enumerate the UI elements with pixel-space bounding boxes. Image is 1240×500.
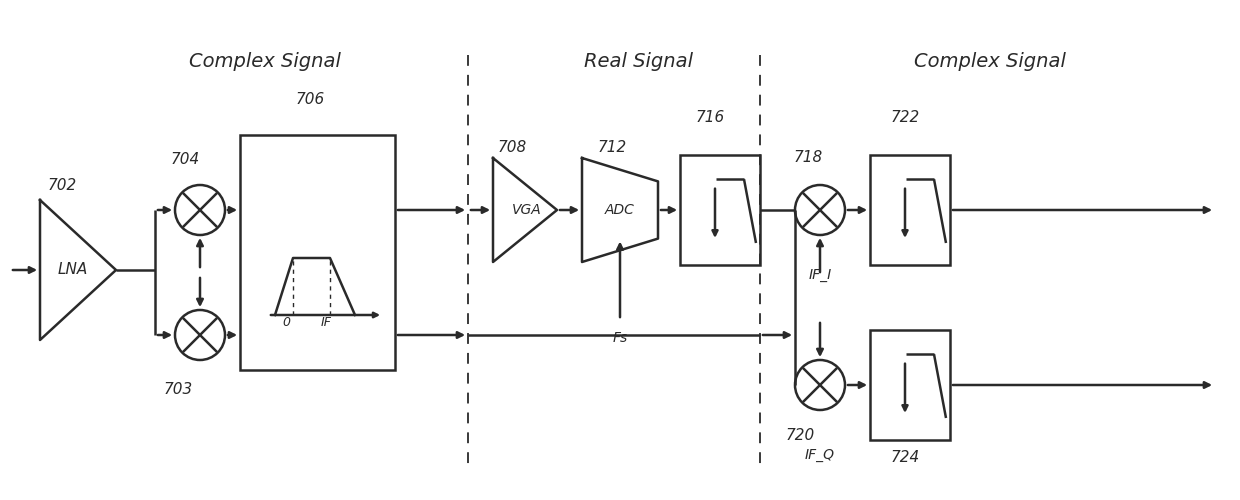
Text: IF: IF [320,316,331,328]
Text: LNA: LNA [58,262,88,278]
Text: 706: 706 [295,92,325,108]
Bar [870,330,950,440]
Text: IF_I: IF_I [808,268,832,282]
Text: 702: 702 [47,178,77,192]
Text: Real Signal: Real Signal [584,52,692,71]
Text: 703: 703 [164,382,192,398]
Text: 0: 0 [281,316,290,328]
Text: 716: 716 [696,110,724,126]
Text: 722: 722 [890,110,920,126]
Text: 724: 724 [890,450,920,466]
Bar [680,155,760,265]
Text: Fs: Fs [613,331,627,345]
Text: Complex Signal: Complex Signal [914,52,1066,71]
Text: 720: 720 [785,428,815,442]
Bar [870,155,950,265]
Bar [241,135,396,370]
Text: VGA: VGA [512,203,542,217]
Text: ADC: ADC [605,203,635,217]
Text: 704: 704 [170,152,200,168]
Text: 708: 708 [497,140,527,156]
Text: Complex Signal: Complex Signal [188,52,341,71]
Text: 712: 712 [598,140,626,156]
Text: 718: 718 [794,150,822,164]
Text: IF_Q: IF_Q [805,448,835,462]
